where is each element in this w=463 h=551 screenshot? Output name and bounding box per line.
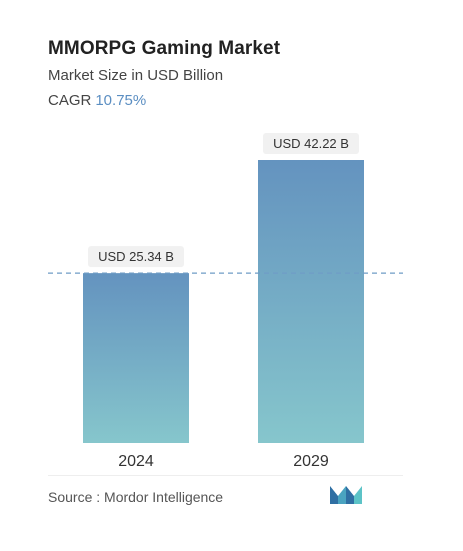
cagr-label: CAGR xyxy=(48,92,92,109)
cagr-value: 10.75% xyxy=(95,92,147,109)
chart-title: MMORPG Gaming Market xyxy=(48,38,281,59)
cagr-line: CAGR 10.75% xyxy=(48,92,146,109)
x-tick-label-2029: 2029 xyxy=(293,453,329,470)
data-label-bg-2029 xyxy=(263,133,359,154)
bar-2029 xyxy=(258,160,364,443)
mordor-intelligence-logo-icon xyxy=(330,486,362,504)
chart-subtitle: Market Size in USD Billion xyxy=(48,67,224,84)
data-label-2029: USD 42.22 B xyxy=(273,136,349,151)
source-text: Source : Mordor Intelligence xyxy=(48,489,224,505)
data-label-2024: USD 25.34 B xyxy=(98,249,174,264)
data-label-bg-2024 xyxy=(88,246,184,268)
bar-2024 xyxy=(83,273,189,443)
footer-divider xyxy=(48,475,403,476)
x-tick-label-2024: 2024 xyxy=(118,453,154,470)
